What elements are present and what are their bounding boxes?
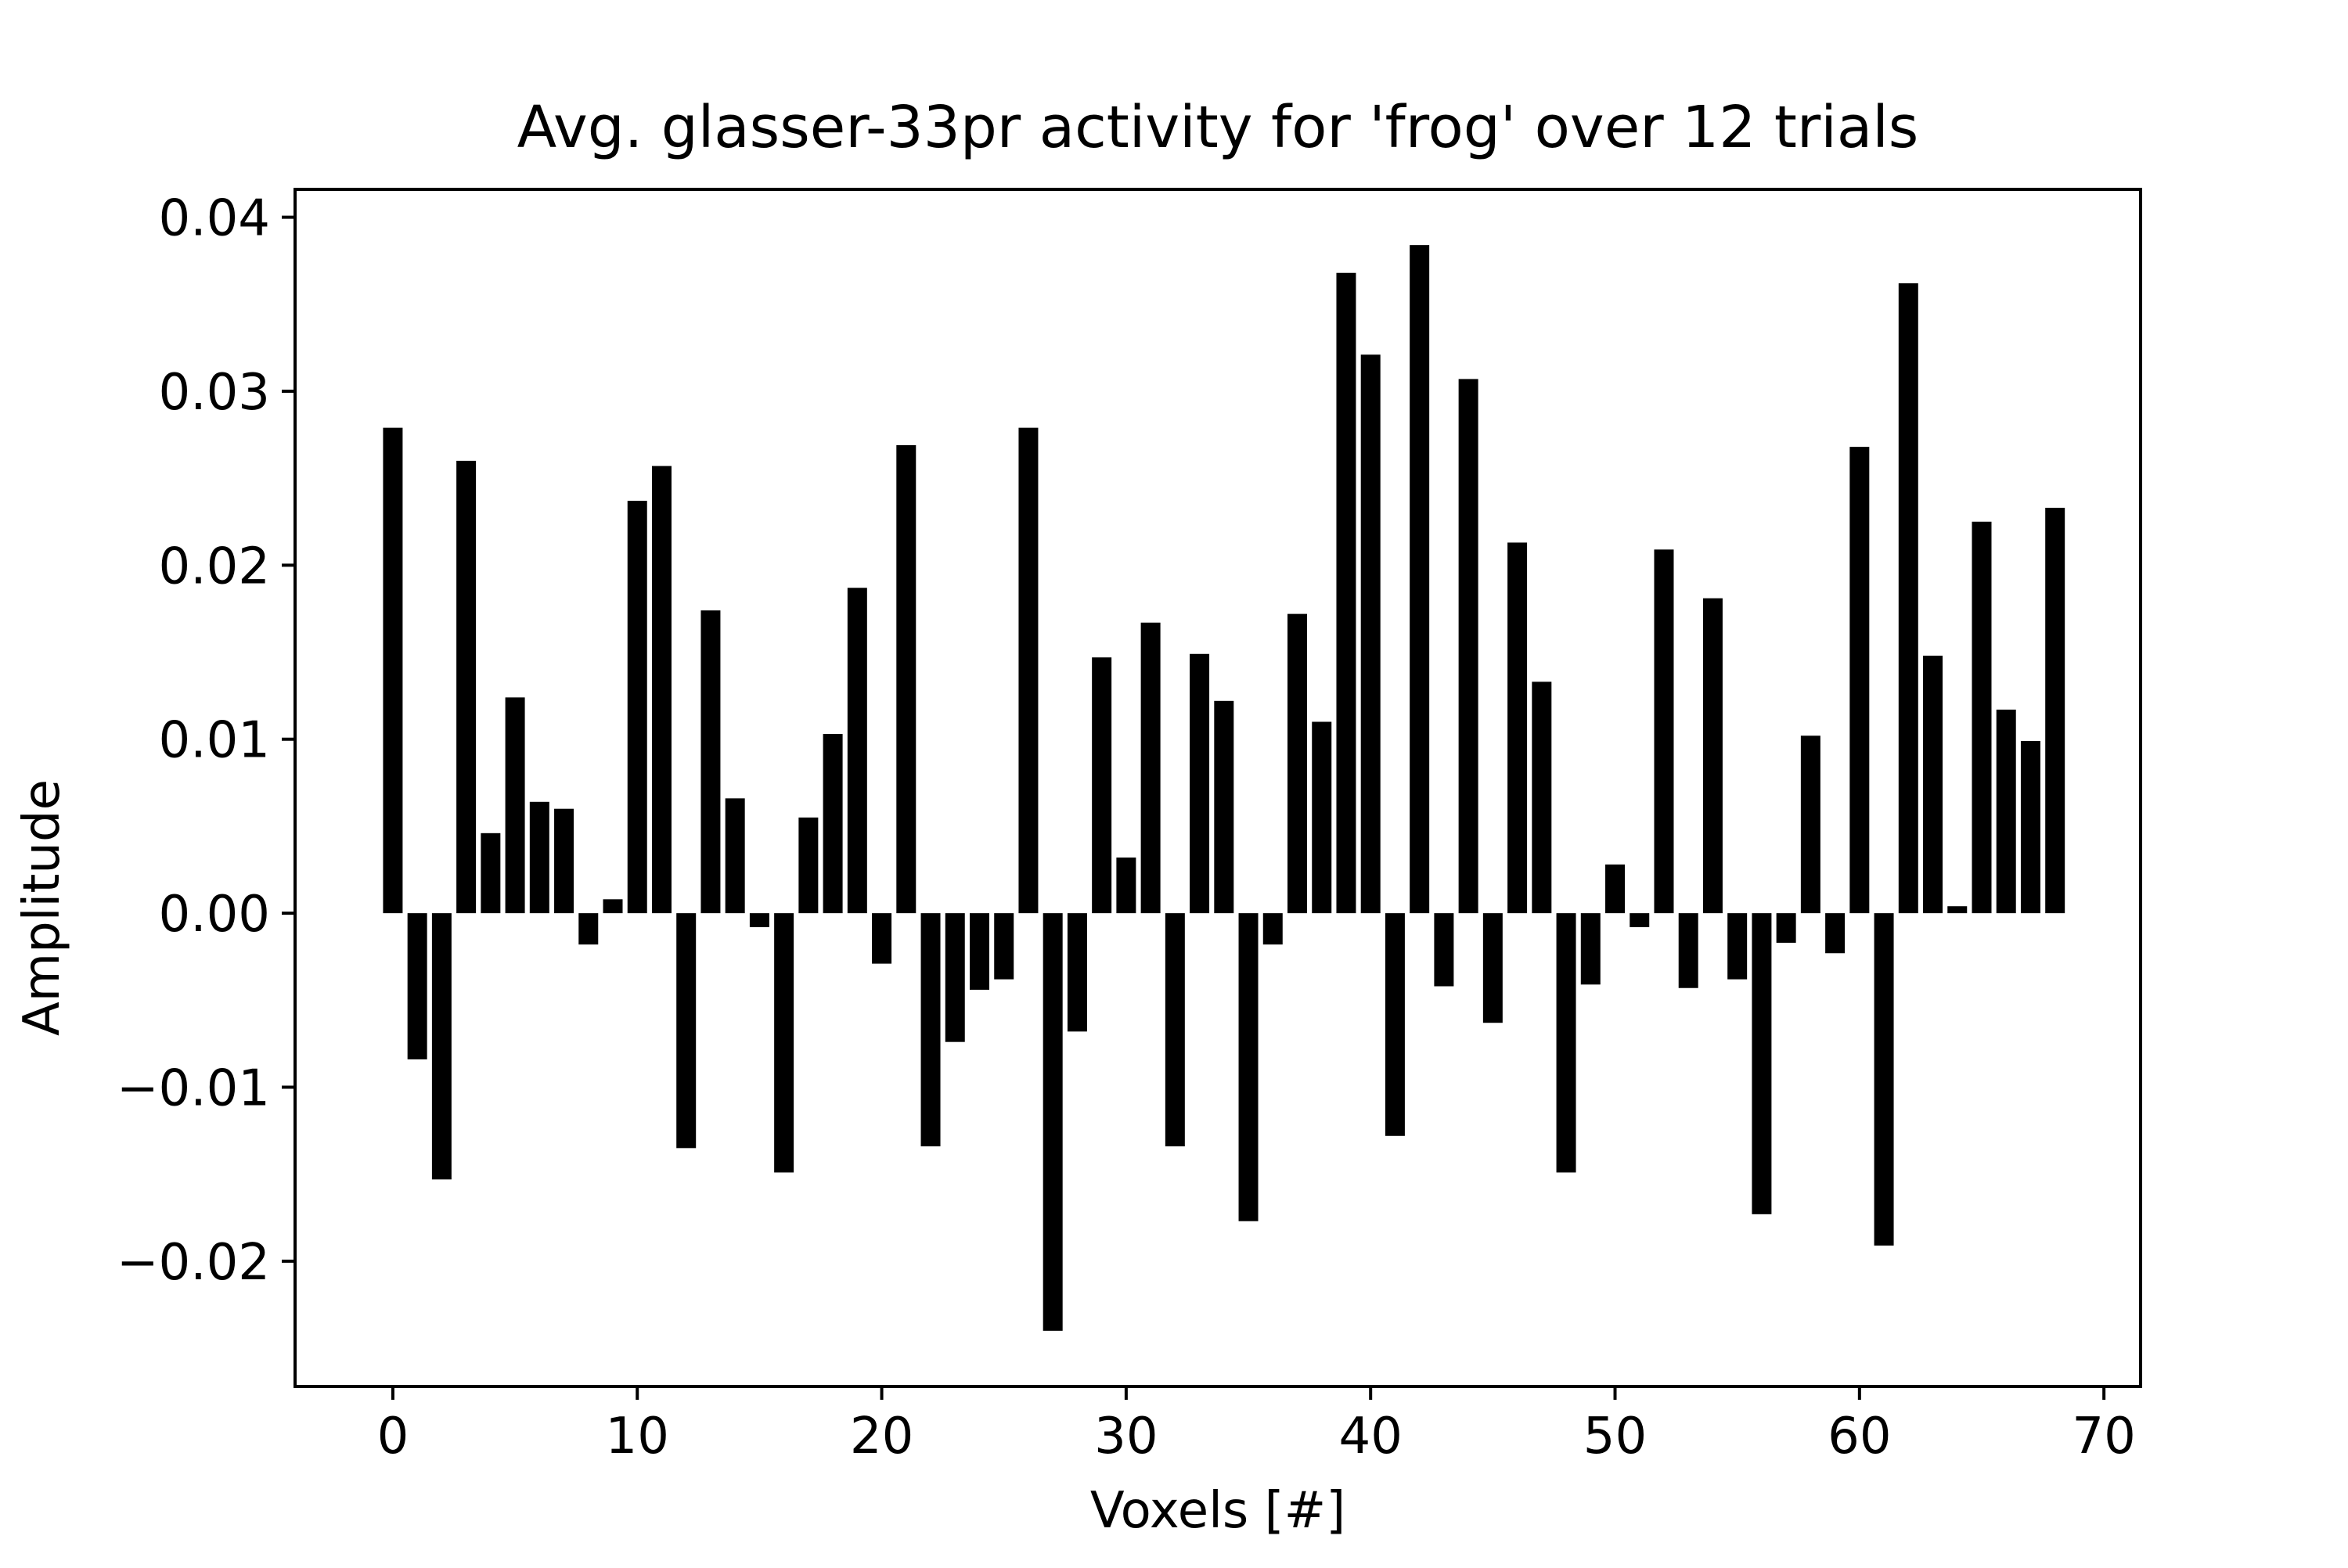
x-tick-label: 0 [377,1408,409,1466]
bar-voxel-59 [1825,913,1846,954]
bar-voxel-43 [1434,913,1454,987]
bar-voxel-53 [1678,913,1698,988]
bar-voxel-37 [1287,613,1307,914]
y-tick-label: 0.03 [159,364,271,422]
bar-voxel-65 [1972,521,1992,914]
y-axis-label: Amplitude [13,779,71,1036]
bar-voxel-23 [945,913,965,1042]
bar-voxel-52 [1654,549,1674,914]
bar-voxel-11 [651,466,672,914]
bar-voxel-3 [456,460,477,914]
bar-voxel-64 [1947,906,1968,914]
bar-voxel-16 [774,913,794,1173]
bar-voxel-61 [1874,913,1894,1246]
y-axis-ticks: −0.02 −0.01 0.00 0.01 0.02 0.03 0.04 [117,190,295,1292]
bar-voxel-29 [1092,657,1112,914]
y-tick-label: 0.04 [159,190,271,248]
bar-voxel-7 [554,808,574,914]
bar-voxel-45 [1482,913,1503,1023]
bar-voxel-26 [1018,427,1039,914]
bar-voxel-25 [994,913,1014,980]
bar-voxel-28 [1067,913,1087,1032]
bar-voxel-63 [1923,655,1943,914]
x-axis-ticks: 0 10 20 30 40 50 60 70 [377,1386,2136,1466]
bars-group [383,245,2065,1331]
bar-voxel-36 [1262,913,1283,945]
bar-voxel-67 [2020,740,2040,914]
bar-voxel-41 [1385,913,1405,1136]
y-tick-label: 0.00 [159,886,271,944]
bar-voxel-21 [896,444,917,914]
bar-voxel-24 [969,913,989,990]
bar-voxel-4 [481,833,501,914]
bar-voxel-42 [1410,245,1430,914]
bar-voxel-9 [603,899,623,914]
bar-voxel-39 [1336,272,1356,914]
bar-voxel-35 [1238,913,1259,1221]
bar-voxel-12 [676,913,697,1149]
x-tick-label: 70 [2072,1408,2135,1466]
bar-voxel-31 [1140,622,1161,914]
bar-voxel-15 [749,913,769,927]
bar-voxel-58 [1800,735,1820,914]
x-tick-label: 10 [606,1408,669,1466]
bar-voxel-34 [1214,700,1234,914]
bar-voxel-17 [798,817,819,914]
bar-voxel-60 [1849,447,1870,914]
bar-voxel-1 [407,913,427,1059]
bar-voxel-55 [1727,913,1748,980]
bar-voxel-40 [1360,354,1381,914]
bar-voxel-30 [1116,857,1136,914]
y-tick-label: 0.01 [159,712,271,770]
bar-voxel-62 [1898,283,1918,914]
bar-voxel-49 [1580,913,1601,985]
x-tick-label: 50 [1583,1408,1647,1466]
bar-voxel-68 [2045,507,2065,914]
bar-voxel-20 [872,913,892,964]
plot-frame [294,188,2142,1388]
x-tick-label: 40 [1338,1408,1402,1466]
bar-voxel-47 [1532,682,1552,914]
y-tick-label: −0.01 [117,1060,270,1118]
bar-voxel-46 [1507,542,1528,914]
x-tick-label: 30 [1094,1408,1158,1466]
bar-voxel-38 [1312,721,1332,914]
bar-voxel-5 [505,697,525,914]
x-tick-label: 60 [1828,1408,1891,1466]
chart-title: Avg. glasser-33pr activity for 'frog' ov… [517,94,1919,161]
y-tick-label: −0.02 [117,1234,270,1292]
bar-voxel-48 [1556,913,1576,1173]
bar-voxel-44 [1458,379,1478,914]
bar-voxel-50 [1605,864,1626,914]
bar-voxel-66 [1996,709,2016,914]
bar-voxel-22 [920,913,941,1147]
bar-voxel-51 [1630,913,1650,927]
bar-voxel-13 [700,610,721,914]
bar-voxel-19 [847,588,867,914]
x-tick-label: 20 [850,1408,913,1466]
bar-voxel-27 [1043,913,1063,1331]
bar-voxel-32 [1165,913,1185,1147]
bar-voxel-8 [578,913,599,945]
bar-voxel-6 [529,801,549,914]
bar-voxel-33 [1190,653,1210,914]
x-axis-label: Voxels [#] [1090,1482,1345,1540]
bar-voxel-56 [1752,913,1772,1214]
bar-voxel-0 [383,427,403,914]
bar-voxel-54 [1702,598,1723,914]
bar-voxel-18 [823,734,843,914]
y-tick-label: 0.02 [159,538,271,595]
bar-voxel-10 [627,501,647,914]
bar-voxel-2 [431,913,452,1180]
bar-voxel-57 [1776,913,1796,943]
bar-voxel-14 [725,798,745,914]
